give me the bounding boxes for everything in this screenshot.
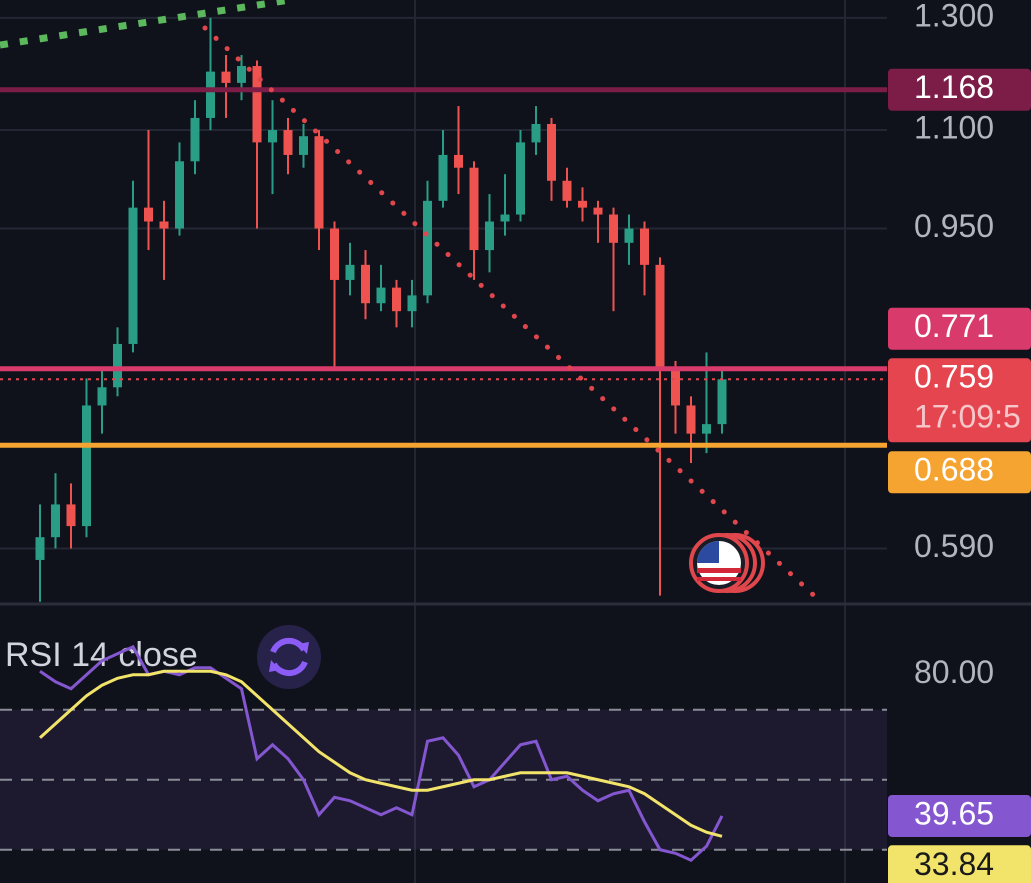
rsi-pane: 80.00 RSI 14 close 39.65 33.84 [0, 636, 1031, 883]
trend-line [202, 25, 825, 606]
value-badge [888, 794, 1031, 837]
candle-body [206, 71, 215, 118]
candle-body [175, 161, 184, 229]
candle-body [221, 71, 231, 83]
price-badge-label: 0.771 [914, 308, 994, 344]
candle-body [144, 207, 153, 222]
price-badge-label: 0.688 [914, 452, 994, 488]
candle-body [531, 123, 541, 143]
overlay [0, 0, 825, 689]
candle-body [547, 123, 556, 181]
candle-body [128, 207, 138, 344]
candle-body [407, 295, 417, 312]
candle-body [66, 504, 76, 527]
candle-body [469, 167, 479, 251]
price-badge-label: 1.168 [914, 69, 994, 105]
candle-body [299, 136, 308, 155]
price-badge [888, 307, 1031, 350]
candle-body [283, 130, 293, 155]
candle-body [268, 130, 277, 143]
candle-body [702, 424, 711, 434]
candle-body [562, 180, 572, 201]
candle-body [51, 504, 60, 538]
candle-body [361, 264, 370, 304]
candle-body [485, 221, 494, 251]
price-badge-label: 0.759 [914, 359, 994, 395]
value-badge-label: 33.84 [914, 846, 994, 882]
candle-body [686, 405, 696, 434]
candle-body [392, 287, 401, 312]
trend-line [0, 0, 291, 49]
candle-body [330, 228, 339, 280]
event-marker[interactable] [689, 533, 765, 593]
candle-body [717, 379, 727, 425]
value-badge [888, 845, 1031, 883]
y-tick-label: 1.100 [914, 110, 994, 146]
candle-body [671, 369, 680, 406]
candle-body [609, 214, 618, 243]
refresh-button[interactable] [257, 625, 321, 689]
candle-body [190, 117, 200, 162]
candle-body [159, 221, 169, 229]
price-badge [888, 358, 1031, 443]
candle-body [345, 264, 355, 280]
value-badge-label: 39.65 [914, 795, 994, 831]
candle-body [516, 142, 525, 215]
y-tick-label: 0.590 [914, 528, 994, 564]
candle-body [655, 264, 665, 370]
candle-body [314, 136, 324, 229]
candle-body [113, 343, 122, 388]
candle-body [500, 214, 510, 222]
candle-body [578, 200, 587, 208]
y-tick-label: 80.00 [914, 654, 994, 690]
price-badge [888, 68, 1031, 111]
candle-body [640, 228, 649, 265]
rsi-line [38, 669, 723, 838]
candle-body [82, 405, 91, 527]
candle-body [624, 228, 634, 243]
candle-body [376, 287, 386, 304]
y-tick-label: 0.950 [914, 208, 994, 244]
price-pane: 1.300 1.100 0.950 0.590 1.168 0.771 0.759 17:09… [0, 0, 1031, 602]
indicator-title: RSI 14 close [5, 636, 198, 674]
candle-body [454, 154, 463, 168]
y-tick-label: 1.300 [914, 0, 994, 33]
candle-body [237, 66, 246, 83]
candle-body [423, 200, 432, 296]
countdown-label: 17:09:5 [914, 399, 1021, 435]
candle-body [252, 66, 262, 143]
candle-body [438, 154, 448, 201]
candle-body [35, 537, 45, 560]
candle-body [593, 207, 603, 215]
price-badge [888, 451, 1031, 494]
candle-body [97, 387, 107, 406]
